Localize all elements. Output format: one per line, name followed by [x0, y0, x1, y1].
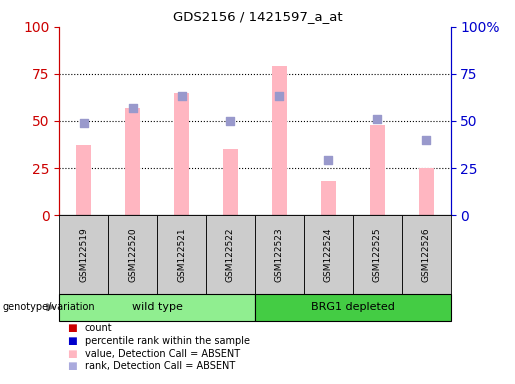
Text: GSM122524: GSM122524 — [324, 227, 333, 281]
Text: GSM122525: GSM122525 — [373, 227, 382, 282]
Text: BRG1 depleted: BRG1 depleted — [311, 302, 394, 312]
Bar — [255, 294, 451, 321]
Text: value, Detection Call = ABSENT: value, Detection Call = ABSENT — [85, 349, 240, 359]
Text: ■: ■ — [67, 323, 77, 333]
Bar — [223, 149, 238, 215]
Text: ■: ■ — [67, 336, 77, 346]
Bar — [59, 215, 108, 294]
Text: count: count — [85, 323, 113, 333]
Bar — [304, 215, 353, 294]
Bar — [419, 168, 434, 215]
Text: GSM122522: GSM122522 — [226, 227, 235, 281]
Text: GSM122519: GSM122519 — [79, 227, 88, 282]
Bar — [255, 215, 304, 294]
Text: GSM122526: GSM122526 — [422, 227, 431, 282]
Text: ■: ■ — [67, 361, 77, 371]
Text: ■: ■ — [67, 349, 77, 359]
Point — [422, 137, 430, 143]
Point — [177, 93, 185, 99]
Bar — [370, 125, 385, 215]
Bar — [157, 215, 206, 294]
Text: GSM122521: GSM122521 — [177, 227, 186, 282]
Text: percentile rank within the sample: percentile rank within the sample — [85, 336, 250, 346]
Bar — [76, 146, 91, 215]
Bar — [125, 108, 140, 215]
Bar — [353, 215, 402, 294]
Bar — [402, 215, 451, 294]
Bar — [206, 215, 255, 294]
Point — [79, 120, 88, 126]
Bar — [108, 215, 157, 294]
Point — [275, 93, 283, 99]
Text: genotype/variation: genotype/variation — [3, 302, 95, 312]
Point — [129, 105, 137, 111]
Text: wild type: wild type — [132, 302, 182, 312]
Text: GSM122520: GSM122520 — [128, 227, 137, 282]
Point — [373, 116, 381, 122]
Bar — [321, 181, 336, 215]
Bar — [272, 66, 287, 215]
Bar — [59, 294, 255, 321]
Text: GSM122523: GSM122523 — [275, 227, 284, 282]
Text: rank, Detection Call = ABSENT: rank, Detection Call = ABSENT — [85, 361, 235, 371]
Text: GDS2156 / 1421597_a_at: GDS2156 / 1421597_a_at — [173, 10, 342, 23]
Point — [324, 157, 333, 164]
Point — [226, 118, 234, 124]
Bar — [174, 93, 189, 215]
